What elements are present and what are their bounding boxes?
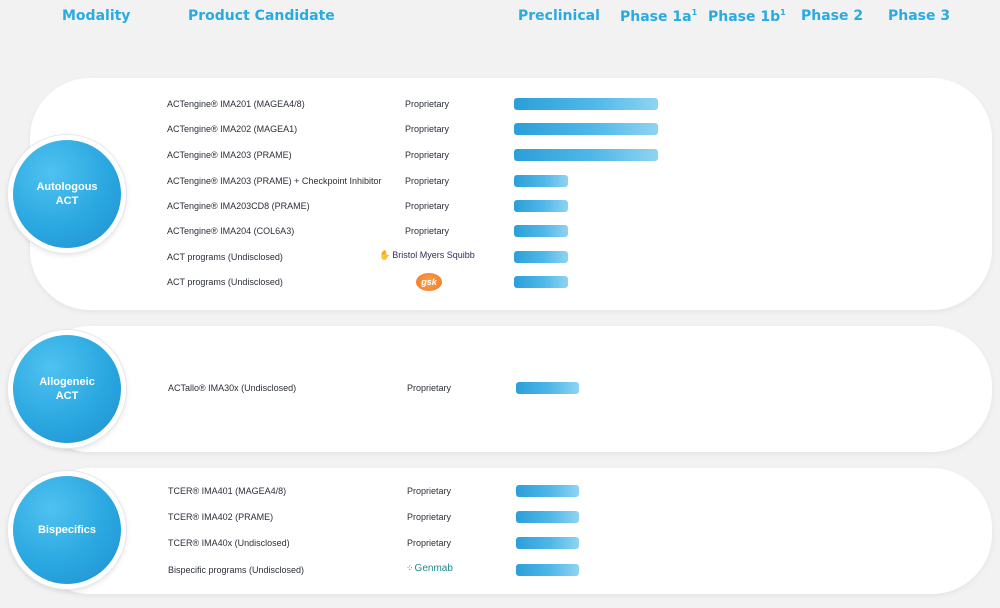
partner-label: Proprietary bbox=[405, 176, 450, 186]
partner-label: Proprietary bbox=[407, 486, 452, 496]
genmab-logo: ⁘Genmab bbox=[406, 563, 453, 574]
modality-autologous-act: Autologous ACT bbox=[8, 135, 126, 253]
partner-label: Genmab bbox=[414, 563, 453, 574]
header-phase-2: Phase 2 bbox=[801, 8, 864, 24]
candidate-label: ACTengine® IMA201 (MAGEA4/8) bbox=[167, 99, 305, 109]
header-product-candidate: Product Candidate bbox=[188, 8, 335, 24]
partner-label: Proprietary bbox=[407, 512, 452, 522]
candidate-label: TCER® IMA402 (PRAME) bbox=[168, 512, 274, 522]
progress-bar bbox=[514, 149, 658, 161]
group-panel-autologous bbox=[30, 78, 992, 310]
bms-hand-icon: ✋ bbox=[379, 250, 391, 260]
partner-label: Proprietary bbox=[405, 201, 450, 211]
progress-bar bbox=[514, 225, 568, 237]
group-panel-bispecifics bbox=[30, 468, 992, 594]
candidate-label: ACT programs (Undisclosed) bbox=[167, 277, 283, 287]
progress-bar bbox=[514, 251, 568, 263]
candidate-label: ACTengine® IMA203CD8 (PRAME) bbox=[167, 201, 310, 211]
progress-bar bbox=[516, 485, 579, 497]
candidate-label: ACTengine® IMA204 (COL6A3) bbox=[167, 226, 295, 236]
modality-allogeneic-act: Allogeneic ACT bbox=[8, 330, 126, 448]
progress-bar bbox=[514, 276, 568, 288]
header-phase-1b: Phase 1b1 bbox=[708, 8, 786, 25]
partner-label: Proprietary bbox=[407, 538, 452, 548]
candidate-label: TCER® IMA40x (Undisclosed) bbox=[168, 538, 290, 548]
progress-bar bbox=[516, 511, 579, 523]
candidate-label: Bispecific programs (Undisclosed) bbox=[168, 565, 305, 575]
progress-bar bbox=[516, 537, 579, 549]
header-modality: Modality bbox=[62, 8, 131, 24]
candidate-label: ACTengine® IMA203 (PRAME) bbox=[167, 150, 292, 160]
candidate-label: TCER® IMA401 (MAGEA4/8) bbox=[168, 486, 287, 496]
partner-label: Proprietary bbox=[405, 150, 450, 160]
progress-bar bbox=[514, 98, 658, 110]
candidate-label: ACTallo® IMA30x (Undisclosed) bbox=[168, 383, 297, 393]
partner-label: Proprietary bbox=[405, 124, 450, 134]
header-phase-1a: Phase 1a1 bbox=[620, 8, 698, 25]
progress-bar bbox=[514, 123, 658, 135]
bms-logo: ✋ Bristol Myers Squibb bbox=[379, 250, 475, 261]
progress-bar bbox=[514, 175, 568, 187]
group-panel-allogeneic bbox=[30, 326, 992, 452]
progress-bar bbox=[516, 564, 579, 576]
candidate-label: ACTengine® IMA202 (MAGEA1) bbox=[167, 124, 298, 134]
header-phase-3: Phase 3 bbox=[888, 8, 951, 24]
modality-bispecifics: Bispecifics bbox=[8, 471, 126, 589]
progress-bar bbox=[516, 382, 579, 394]
progress-bar bbox=[514, 200, 568, 212]
gsk-logo: gsk bbox=[416, 273, 442, 291]
genmab-mark-icon: ⁘ bbox=[406, 563, 414, 573]
header-preclinical: Preclinical bbox=[518, 8, 600, 24]
partner-label: Bristol Myers Squibb bbox=[392, 250, 475, 260]
candidate-label: ACTengine® IMA203 (PRAME) + Checkpoint I… bbox=[167, 176, 382, 186]
partner-label: Proprietary bbox=[405, 99, 450, 109]
candidate-label: ACT programs (Undisclosed) bbox=[167, 252, 283, 262]
partner-label: Proprietary bbox=[407, 383, 452, 393]
partner-label: Proprietary bbox=[405, 226, 450, 236]
